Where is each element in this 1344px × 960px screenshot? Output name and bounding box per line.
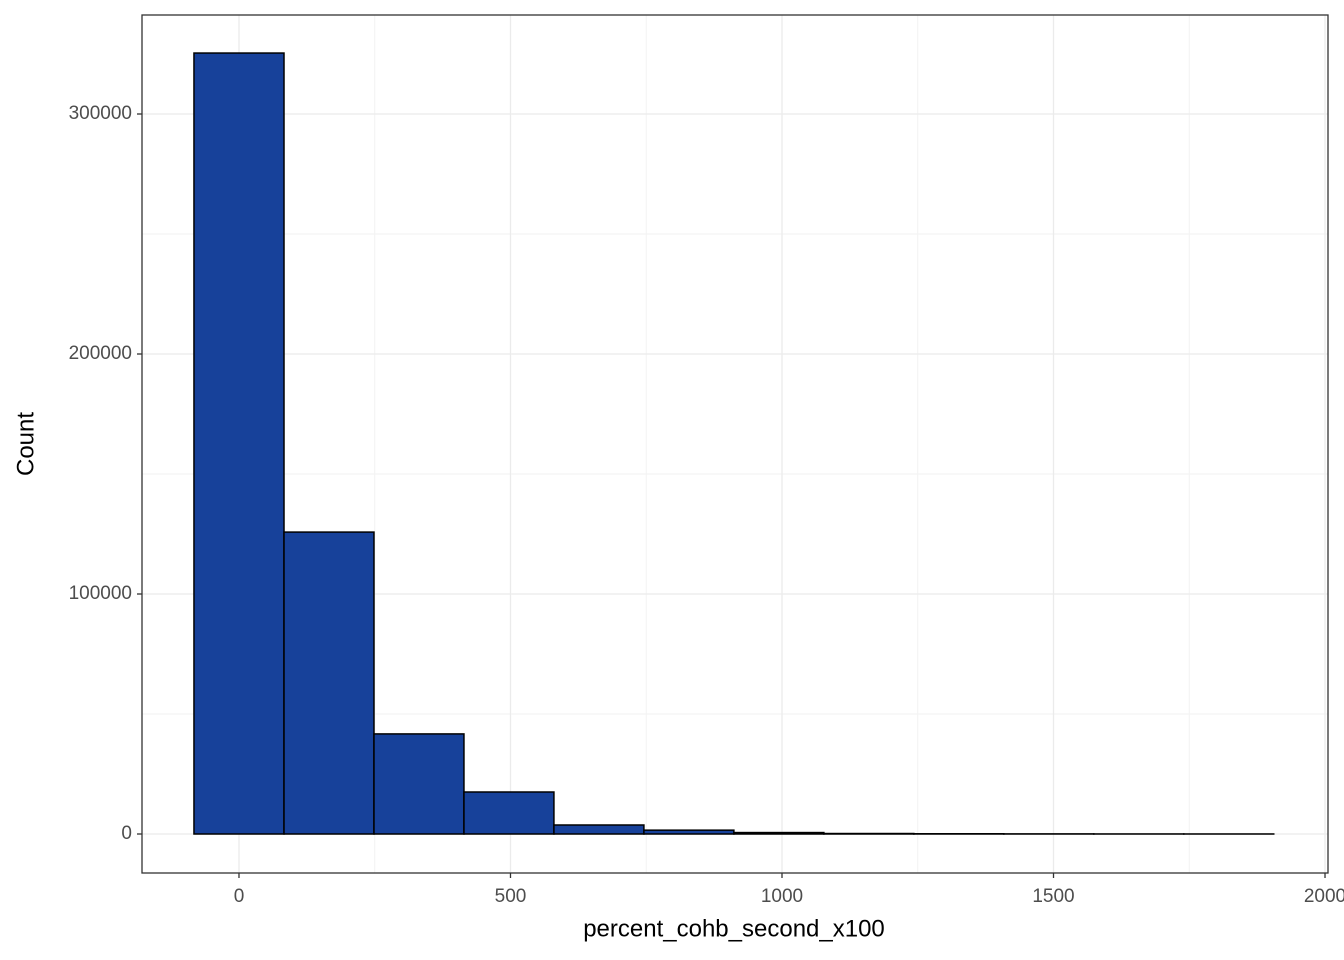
bar bbox=[643, 829, 735, 835]
x-tick-label: 2000 bbox=[1304, 886, 1344, 907]
bar bbox=[553, 824, 645, 835]
y-tick-label: 0 bbox=[121, 823, 132, 844]
x-tick-label: 1500 bbox=[1032, 886, 1074, 907]
bar bbox=[463, 791, 555, 835]
y-axis-title: Count bbox=[12, 412, 39, 476]
x-tick-label: 0 bbox=[234, 886, 245, 907]
bar bbox=[373, 733, 465, 835]
bar bbox=[193, 52, 285, 835]
y-tick-label: 100000 bbox=[69, 583, 132, 604]
x-tick-label: 500 bbox=[495, 886, 527, 907]
y-tick-label: 300000 bbox=[69, 103, 132, 124]
y-tick-label: 200000 bbox=[69, 343, 132, 364]
bar bbox=[733, 831, 825, 835]
panel-border bbox=[141, 14, 1329, 874]
x-axis-title: percent_cohb_second_x100 bbox=[583, 915, 885, 942]
bar bbox=[283, 531, 375, 835]
x-tick-label: 1000 bbox=[761, 886, 803, 907]
